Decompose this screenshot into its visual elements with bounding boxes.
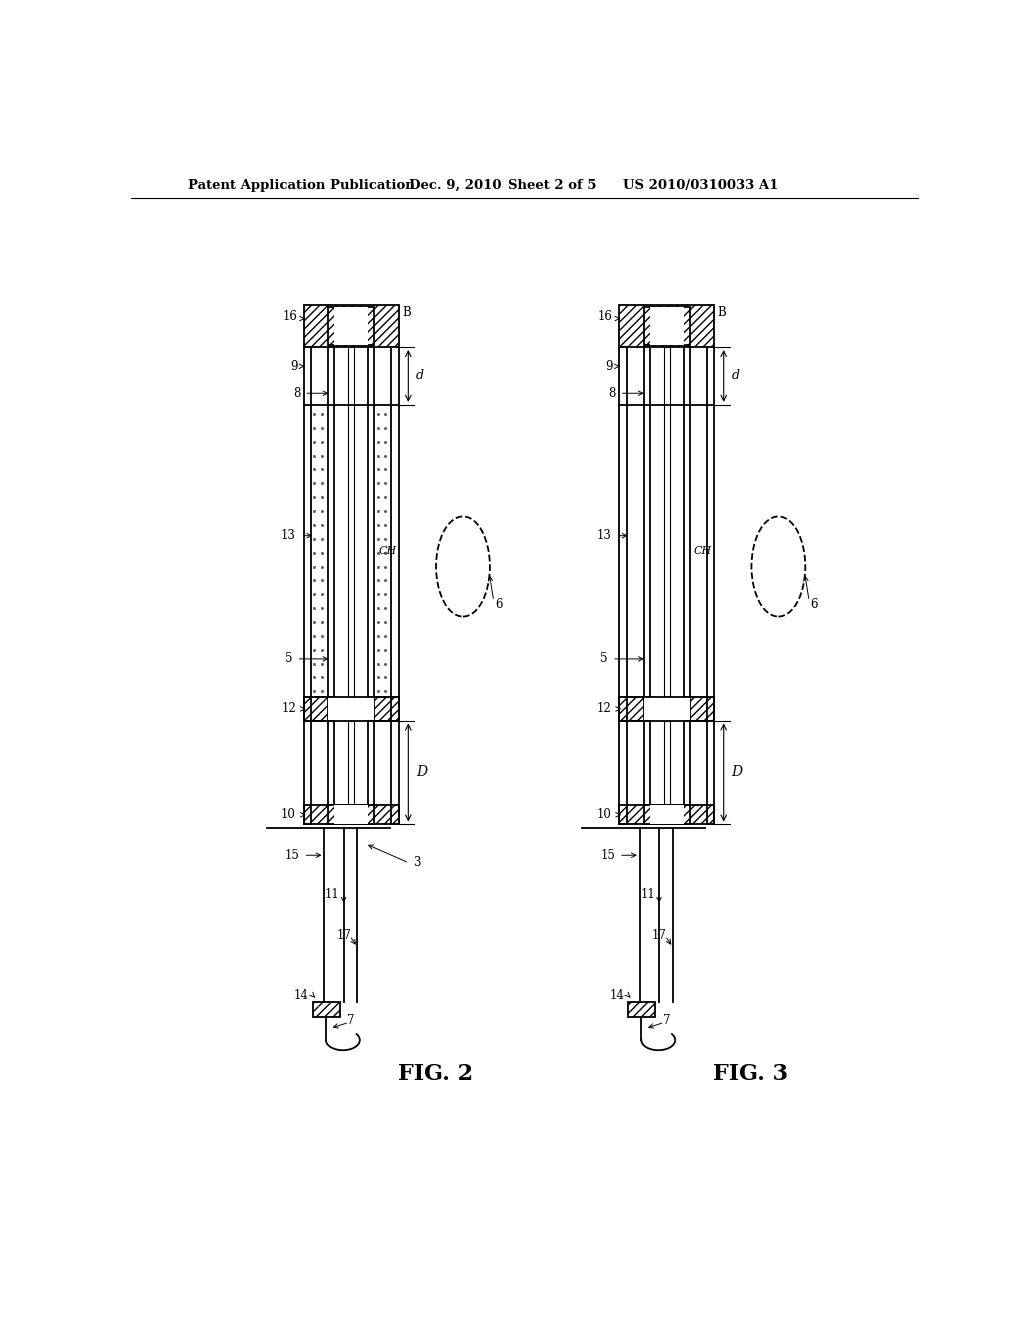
Bar: [329, 347, 335, 697]
Bar: [644, 308, 690, 345]
Text: D: D: [416, 766, 427, 780]
Bar: [348, 347, 354, 697]
Bar: [303, 805, 399, 825]
Text: 11: 11: [640, 887, 655, 900]
Bar: [650, 308, 684, 345]
Text: D: D: [731, 766, 742, 780]
Text: 6: 6: [496, 598, 503, 611]
Text: 13: 13: [596, 529, 611, 543]
Bar: [303, 347, 311, 825]
Text: 13: 13: [281, 529, 296, 543]
Bar: [348, 721, 354, 805]
Text: CH: CH: [693, 546, 712, 556]
Text: d: d: [731, 370, 739, 383]
Text: 10: 10: [281, 808, 296, 821]
Bar: [644, 347, 650, 697]
Text: 7: 7: [663, 1014, 671, 1027]
Text: 5: 5: [600, 652, 607, 665]
Text: Patent Application Publication: Patent Application Publication: [188, 178, 415, 191]
Text: CH: CH: [378, 546, 396, 556]
Bar: [707, 347, 715, 825]
Text: d: d: [416, 370, 424, 383]
Text: 12: 12: [282, 702, 296, 715]
Text: 16: 16: [283, 310, 297, 323]
Bar: [644, 697, 690, 721]
Bar: [329, 308, 375, 345]
Text: Dec. 9, 2010: Dec. 9, 2010: [410, 178, 502, 191]
Bar: [644, 721, 650, 805]
Bar: [618, 805, 715, 825]
Text: 7: 7: [347, 1014, 355, 1027]
Text: 8: 8: [293, 387, 300, 400]
Bar: [369, 347, 375, 697]
Text: 15: 15: [285, 849, 300, 862]
Text: 15: 15: [600, 849, 615, 862]
Text: 14: 14: [294, 989, 309, 1002]
Bar: [684, 347, 690, 697]
Bar: [644, 805, 690, 825]
Bar: [618, 697, 644, 721]
Bar: [391, 347, 399, 825]
Bar: [629, 1002, 655, 1016]
Bar: [369, 721, 375, 805]
Text: 6: 6: [811, 598, 818, 611]
Text: 9: 9: [290, 360, 297, 372]
Text: 17: 17: [337, 929, 351, 942]
Bar: [303, 697, 329, 721]
Bar: [329, 805, 375, 825]
Text: FIG. 3: FIG. 3: [713, 1063, 787, 1085]
Bar: [335, 805, 369, 825]
Bar: [618, 347, 627, 825]
Text: 9: 9: [605, 360, 612, 372]
Bar: [313, 1002, 340, 1016]
Bar: [664, 347, 670, 697]
Bar: [375, 697, 399, 721]
Text: 12: 12: [597, 702, 611, 715]
Bar: [329, 697, 375, 721]
Text: US 2010/0310033 A1: US 2010/0310033 A1: [624, 178, 778, 191]
Bar: [329, 721, 335, 805]
Bar: [684, 721, 690, 805]
Text: FIG. 2: FIG. 2: [397, 1063, 473, 1085]
Text: B: B: [402, 306, 411, 319]
Bar: [303, 305, 399, 347]
Text: 17: 17: [652, 929, 667, 942]
Text: Sheet 2 of 5: Sheet 2 of 5: [508, 178, 596, 191]
Bar: [650, 805, 684, 825]
Text: 8: 8: [608, 387, 615, 400]
Text: B: B: [718, 306, 726, 319]
Bar: [335, 308, 369, 345]
Bar: [664, 721, 670, 805]
Bar: [618, 305, 715, 347]
Text: 14: 14: [609, 989, 625, 1002]
Text: 3: 3: [413, 857, 421, 870]
Text: 11: 11: [325, 887, 340, 900]
Bar: [690, 697, 715, 721]
Text: 10: 10: [596, 808, 611, 821]
Text: 16: 16: [598, 310, 612, 323]
Text: 5: 5: [285, 652, 292, 665]
